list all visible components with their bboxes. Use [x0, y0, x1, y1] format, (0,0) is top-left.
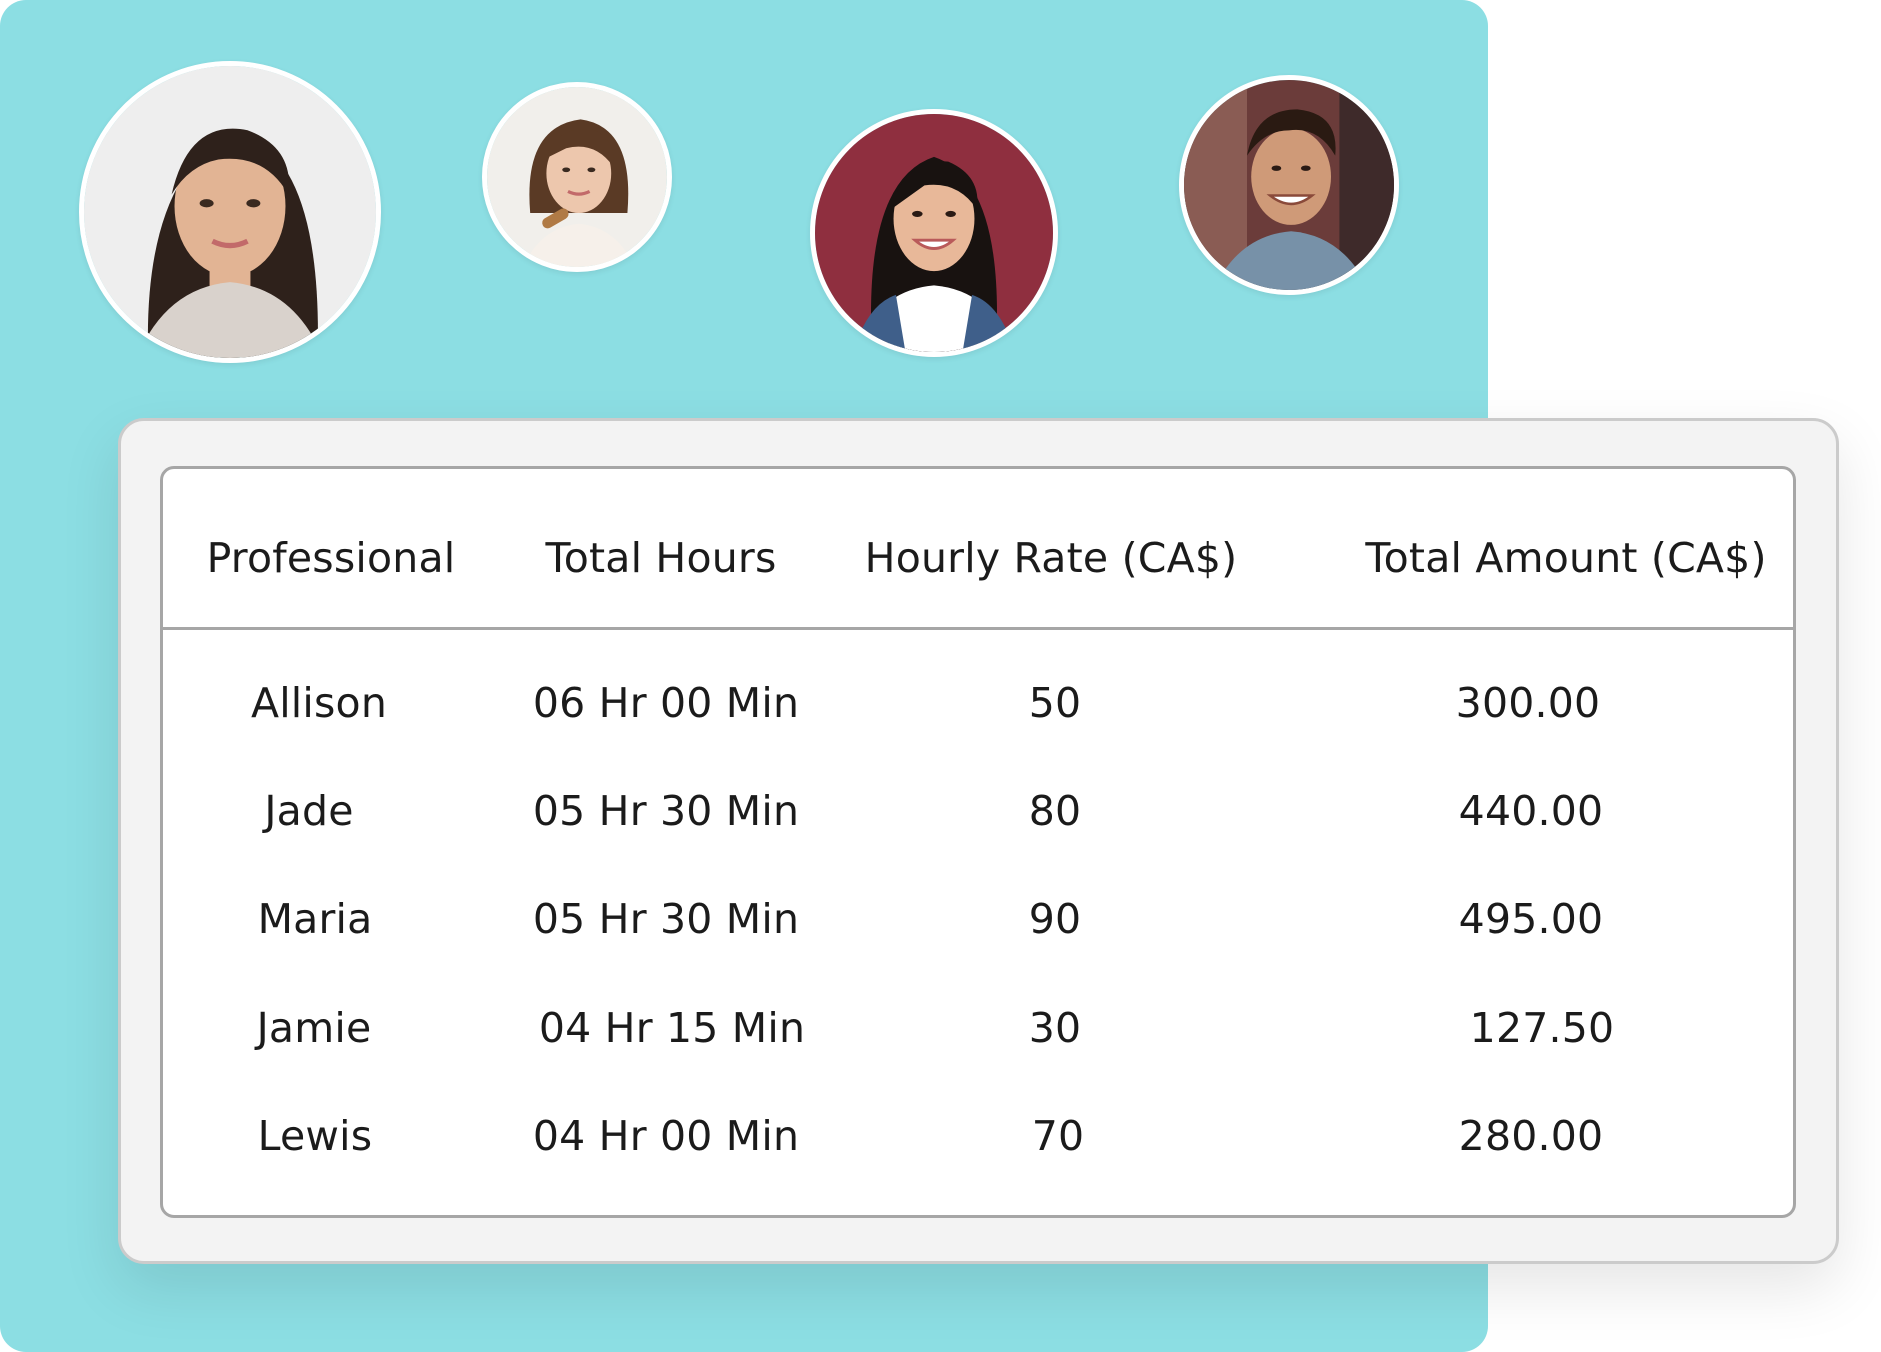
earnings-table: Professional Total Hours Hourly Rate (CA… [160, 466, 1796, 1218]
column-header-professional: Professional [206, 534, 456, 582]
avatar-maria [810, 109, 1058, 357]
cell-total-amount: 300.00 [1455, 679, 1601, 727]
cell-hourly-rate: 30 [1028, 1004, 1082, 1052]
column-header-hourly-rate: Hourly Rate (CA$) [864, 534, 1238, 582]
cell-hourly-rate: 80 [1028, 787, 1082, 835]
cell-professional: Allison [250, 679, 388, 727]
column-header-total-amount: Total Amount (CA$) [1365, 534, 1767, 582]
cell-hourly-rate: 70 [1031, 1112, 1085, 1160]
cell-hourly-rate: 50 [1028, 679, 1082, 727]
cell-total-hours: 05 Hr 30 Min [532, 895, 800, 943]
avatar-jamie [1179, 75, 1399, 295]
cell-total-hours: 06 Hr 00 Min [532, 679, 800, 727]
person-photo-icon [815, 114, 1053, 352]
avatar-allison [79, 61, 381, 363]
cell-total-amount: 440.00 [1458, 787, 1604, 835]
cell-total-hours: 04 Hr 15 Min [538, 1004, 806, 1052]
avatar-jade [482, 82, 672, 272]
cell-professional: Maria [257, 895, 373, 943]
cell-professional: Lewis [257, 1112, 373, 1160]
person-photo-icon [1184, 80, 1394, 290]
cell-total-hours: 05 Hr 30 Min [532, 787, 800, 835]
person-photo-icon [487, 87, 667, 267]
cell-professional: Jamie [256, 1004, 372, 1052]
cell-total-amount: 127.50 [1469, 1004, 1615, 1052]
person-photo-icon [84, 66, 376, 358]
cell-total-hours: 04 Hr 00 Min [532, 1112, 800, 1160]
cell-total-amount: 280.00 [1458, 1112, 1604, 1160]
cell-hourly-rate: 90 [1028, 895, 1082, 943]
cell-total-amount: 495.00 [1458, 895, 1604, 943]
cell-professional: Jade [264, 787, 354, 835]
table-header-row: Professional Total Hours Hourly Rate (CA… [163, 469, 1793, 630]
column-header-total-hours: Total Hours [545, 534, 777, 582]
